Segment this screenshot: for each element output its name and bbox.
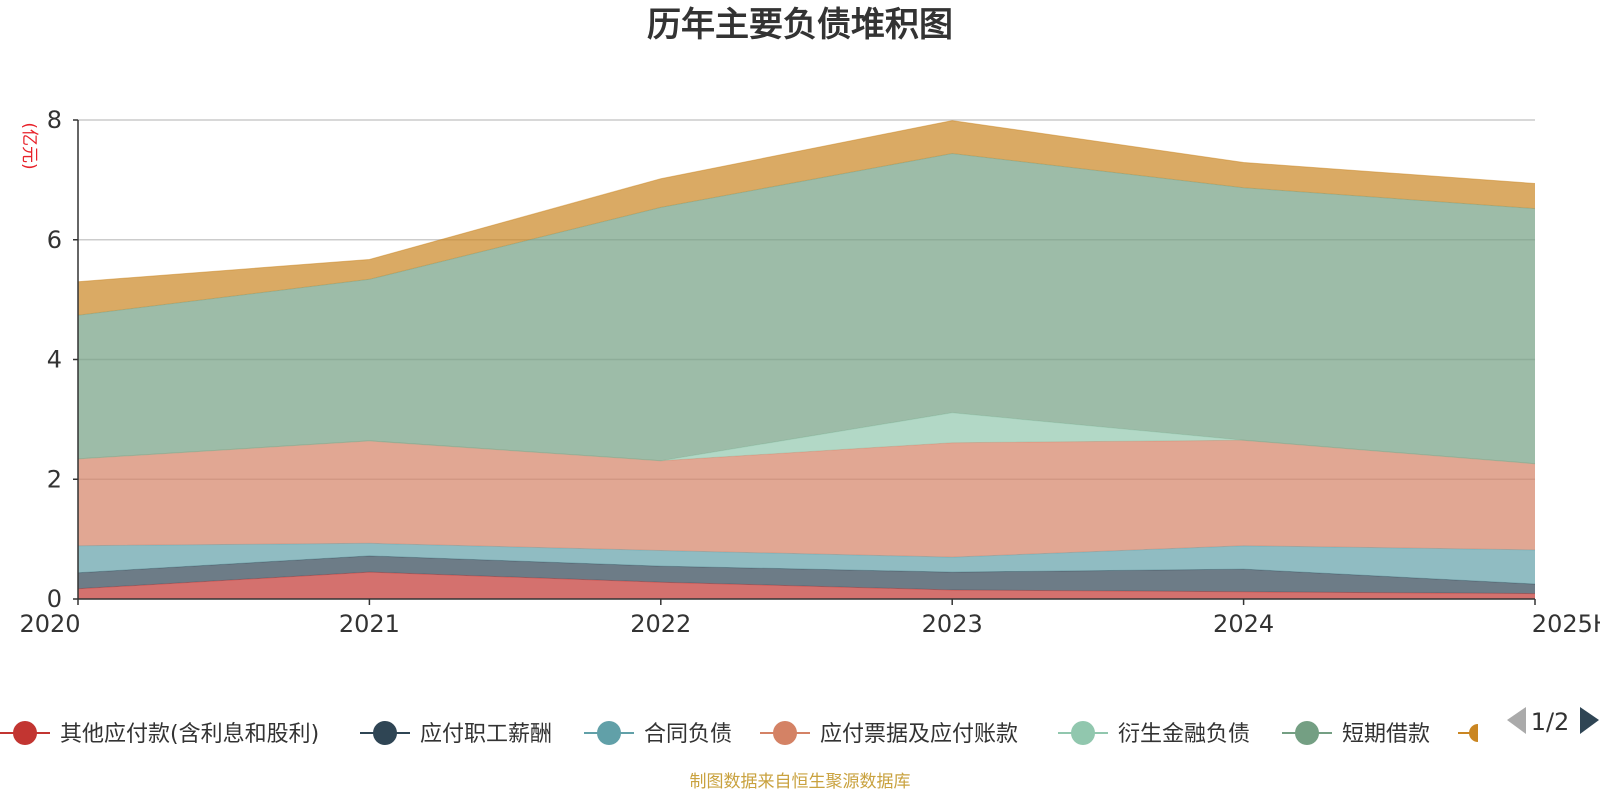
legend-label: 其他应付款(含利息和股利) [60,722,319,747]
triangle-right-icon[interactable] [1580,707,1599,734]
series-area [78,120,1535,316]
legend-label: 短期借款 [1342,722,1430,747]
legend-item[interactable]: 应付票据及应付账款 [760,721,1018,747]
series-area [78,412,1535,464]
legend-symbol [597,721,621,745]
series-area [78,543,1535,584]
legend-label: 衍生金融负债 [1118,722,1250,747]
legend-symbol [1071,721,1095,745]
legend-symbol [373,721,397,745]
legend-item[interactable]: 合同负债 [584,721,732,747]
x-tick-label: 2023 [922,610,983,638]
triangle-left-icon[interactable] [1507,707,1526,734]
series-areas [77,120,1536,599]
chart-title: 历年主要负债堆积图 [647,5,953,45]
y-tick-label: 0 [47,585,62,613]
legend-item[interactable] [1458,724,1478,742]
y-tick-label: 8 [47,106,62,134]
source-note: 制图数据来自恒生聚源数据库 [690,772,911,792]
series-area [78,153,1535,464]
y-axis-unit: (亿元) [19,122,39,169]
x-tick-label: 2022 [630,610,691,638]
legend-item[interactable]: 衍生金融负债 [1058,721,1250,747]
y-tick-label: 6 [47,226,62,254]
legend-symbol [13,721,37,745]
series-area [78,440,1535,558]
legend-label: 合同负债 [644,722,732,747]
y-tick-label: 4 [47,346,62,374]
legend-symbol [1469,724,1478,742]
legend-label: 应付职工薪酬 [420,722,552,747]
legend-symbol [1295,721,1319,745]
series-area [78,555,1535,594]
series-area [78,572,1535,599]
x-tick-label: 2024 [1213,610,1274,638]
x-tick-label: 2025H1 [1532,610,1600,638]
series-line [77,120,1536,283]
legend-pager: 1/2 [1507,707,1599,736]
x-tick-labels: 2020 2021 2022 2023 2024 2025H1 [19,599,1600,638]
x-tick-label: 2021 [339,610,400,638]
y-tick-label: 2 [47,465,62,493]
legend-page-label: 1/2 [1531,708,1570,736]
legend-label: 应付票据及应付账款 [820,722,1018,747]
legend-item[interactable]: 短期借款 [1282,721,1430,747]
legend: 其他应付款(含利息和股利) 应付职工薪酬 合同负债 应付票据及应付账款 衍生金融负债 短期… [0,721,1478,747]
x-tick-label: 2020 [19,610,80,638]
legend-item[interactable]: 应付职工薪酬 [360,721,552,747]
legend-symbol [773,721,797,745]
y-tick-labels: 0 2 4 6 8 [47,106,78,613]
legend-item[interactable]: 其他应付款(含利息和股利) [0,721,319,747]
